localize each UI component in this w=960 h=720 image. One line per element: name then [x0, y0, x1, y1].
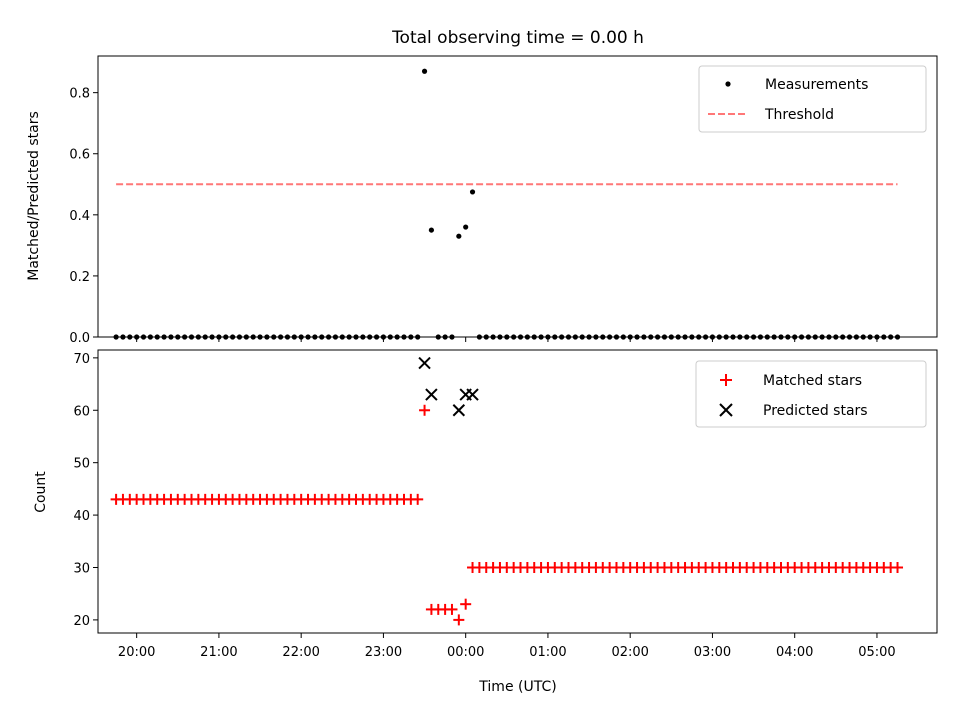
- matched-star-marker: [453, 614, 465, 626]
- predicted-star-marker: [466, 388, 479, 401]
- bottom-plot-marks: [110, 356, 904, 626]
- x-tick-label: 03:00: [694, 645, 731, 660]
- legend-measurements-label: Measurements: [765, 77, 868, 93]
- measurement-point: [456, 233, 462, 239]
- bottom-legend-box: [695, 360, 927, 428]
- y-tick-label: 40: [73, 509, 90, 524]
- top-y-axis-label: Matched/Predicted stars: [26, 111, 42, 281]
- x-tick-label: 23:00: [365, 645, 402, 660]
- top-panel: Total observing time = 0.00 h 0.00.20.40…: [26, 28, 938, 346]
- matched-star-marker: [460, 598, 472, 610]
- measurement-point: [428, 227, 435, 233]
- top-axes-frame: [97, 55, 938, 338]
- bottom-axis-ticks: 20 30 40 50 60 70 20:00 21:00 22:00 23:00 00:00 01:…: [73, 352, 895, 660]
- legend-measurements-marker: [725, 81, 731, 87]
- top-axis-ticks: 0.0 0.2 0.4 0.6 0.8: [69, 87, 878, 346]
- matched-star-marker: [419, 404, 431, 416]
- top-legend: Measurements Threshold: [698, 65, 927, 133]
- legend-predicted-marker: [719, 403, 733, 417]
- matched-star-marker: [446, 603, 458, 615]
- y-tick-label: 0.0: [69, 331, 90, 346]
- measurement-point: [469, 189, 476, 195]
- x-axis-label: Time (UTC): [478, 679, 556, 695]
- bottom-y-axis-label: Count: [33, 471, 49, 513]
- y-tick-label: 70: [73, 352, 90, 367]
- matched-star-marker: [892, 561, 904, 573]
- predicted-star-marker: [452, 404, 466, 417]
- x-tick-label: 20:00: [118, 645, 155, 660]
- x-tick-label: 04:00: [776, 645, 813, 660]
- y-tick-label: 0.8: [69, 87, 90, 102]
- bottom-legend: Matched stars Predicted stars: [695, 360, 927, 428]
- predicted-star-marker: [425, 388, 438, 401]
- predicted-star-marker: [418, 356, 431, 370]
- measurement-point: [421, 68, 428, 74]
- y-tick-label: 20: [73, 614, 90, 629]
- x-tick-label: 00:00: [447, 645, 484, 660]
- y-tick-label: 60: [73, 404, 90, 419]
- matched-star-marker: [412, 493, 424, 505]
- top-legend-box: [698, 65, 927, 133]
- x-tick-label: 02:00: [611, 645, 648, 660]
- legend-matched-label: Matched stars: [763, 373, 862, 389]
- y-tick-label: 50: [73, 457, 90, 472]
- x-tick-label: 21:00: [200, 645, 237, 660]
- y-tick-label: 0.4: [69, 209, 90, 224]
- legend-predicted-label: Predicted stars: [763, 403, 868, 419]
- bottom-panel: 20 30 40 50 60 70 20:00 21:00 22:00 23:00 00:00 01:…: [33, 349, 938, 695]
- bottom-axes-frame: [97, 349, 938, 634]
- y-tick-label: 30: [73, 561, 90, 576]
- y-tick-label: 0.2: [69, 270, 90, 285]
- x-tick-label: 01:00: [529, 645, 566, 660]
- y-tick-label: 0.6: [69, 148, 90, 163]
- x-tick-label: 05:00: [858, 645, 895, 660]
- legend-threshold-label: Threshold: [764, 107, 834, 123]
- measurement-point: [463, 224, 469, 230]
- legend-matched-marker: [720, 374, 732, 386]
- x-tick-label: 22:00: [282, 645, 319, 660]
- chart-title: Total observing time = 0.00 h: [391, 28, 644, 48]
